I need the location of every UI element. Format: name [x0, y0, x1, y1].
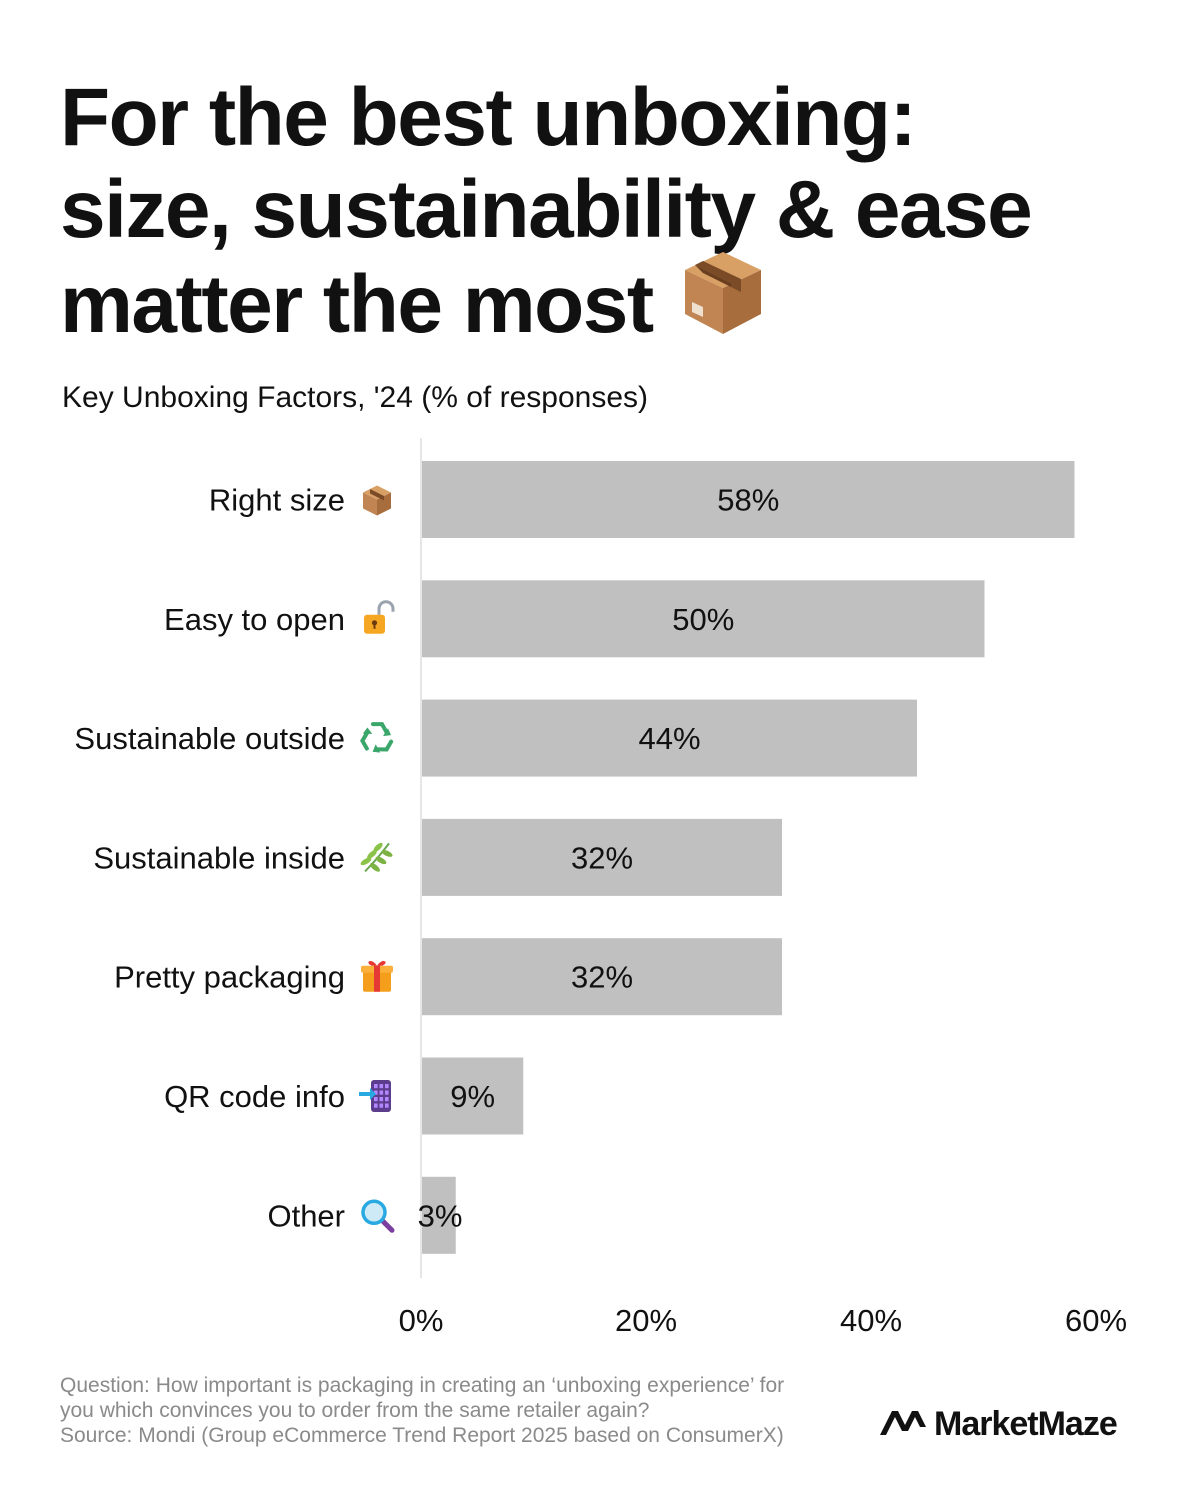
mobile-phone-arrow-icon	[359, 1080, 391, 1112]
brand-name: MarketMaze	[934, 1404, 1118, 1443]
title-line-3-text: matter the most	[60, 259, 654, 351]
footer-notes: Question: How important is packaging in …	[60, 1373, 880, 1448]
footer-question-line-1: Question: How important is packaging in …	[60, 1374, 785, 1397]
category-label-5: Pretty packaging	[114, 960, 345, 995]
bar-4	[422, 818, 782, 896]
footer-source: Source: Mondi (Group eCommerce Trend Rep…	[60, 1424, 784, 1447]
category-label-4: Sustainable inside	[93, 840, 345, 875]
category-label-7: Other	[267, 1198, 345, 1233]
value-label-7: 3%	[418, 1198, 463, 1233]
bar-6	[422, 1057, 524, 1135]
value-label-1: 58%	[717, 483, 779, 518]
bar-7	[422, 1176, 456, 1254]
value-label-4: 32%	[571, 840, 633, 875]
title-line-3: matter the most	[60, 252, 1160, 365]
x-tick-label-4: 60%	[1065, 1303, 1127, 1338]
chart-subtitle: Key Unboxing Factors, '24 (% of response…	[62, 381, 648, 414]
package-icon	[681, 248, 765, 357]
category-label-6: QR code info	[164, 1079, 345, 1114]
value-label-5: 32%	[571, 960, 633, 995]
category-label-3: Sustainable outside	[74, 721, 345, 756]
value-label-3: 44%	[638, 721, 700, 756]
recycle-icon	[360, 722, 394, 753]
package-icon	[363, 485, 391, 516]
x-tick-label-2: 20%	[615, 1303, 677, 1338]
bar-1	[422, 461, 1075, 538]
value-label-6: 9%	[450, 1079, 495, 1114]
footer-question-line-2: you which convinces you to order from th…	[60, 1399, 650, 1422]
page-title: For the best unboxing: size, sustainabil…	[60, 72, 1160, 365]
title-line-2: size, sustainability & ease	[60, 164, 1033, 255]
brand-logo: MarketMaze	[880, 1402, 1118, 1446]
category-label-2: Easy to open	[164, 602, 345, 637]
unlocked-padlock-icon	[364, 600, 395, 634]
magnifying-glass-icon	[361, 1199, 395, 1233]
title-line-1: For the best unboxing:	[60, 72, 917, 163]
bar-5	[422, 938, 782, 1016]
category-label-1: Right size	[209, 483, 345, 518]
bar-3	[422, 699, 917, 777]
value-label-2: 50%	[672, 602, 734, 637]
x-tick-label-1: 0%	[399, 1303, 444, 1338]
bar-chart: Right size 58% Easy to open 50% Sustainable …	[74, 438, 1127, 1338]
marketmaze-logo-icon	[880, 1407, 926, 1442]
x-tick-label-3: 40%	[840, 1303, 902, 1338]
gift-icon	[361, 960, 393, 992]
herb-icon	[360, 842, 393, 873]
bar-2	[422, 580, 985, 658]
